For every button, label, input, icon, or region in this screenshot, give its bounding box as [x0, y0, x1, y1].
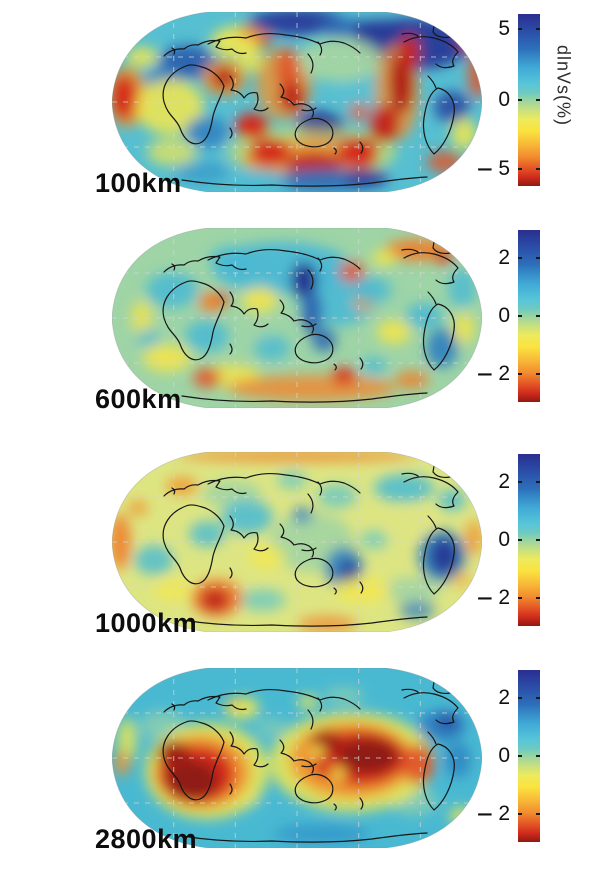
world-map-2800km: [112, 668, 482, 848]
colorbar-gradient: [518, 230, 540, 402]
colorbar-tick-mark: [518, 315, 522, 317]
colorbar-title: dlnVs(%): [553, 45, 574, 127]
colorbar-tick-mark: [536, 257, 540, 260]
colorbar-tick-mark: [536, 99, 540, 101]
colorbar-tick-mark: [518, 481, 522, 484]
colorbar-tick-mark: [518, 372, 522, 375]
colorbar-ticks-2800km: 2 0 –2: [430, 670, 510, 842]
colorbar-tick-label: 2: [498, 686, 510, 710]
depth-label-600km: 600km: [95, 384, 182, 414]
world-map-100km: [112, 12, 482, 192]
colorbar-tick-label: 2: [498, 246, 510, 270]
colorbar-tick-mark: [536, 755, 540, 757]
depth-label-100km: 100km: [95, 168, 182, 198]
colorbar-tick-label: 0: [498, 528, 510, 551]
colorbar-gradient: [518, 670, 540, 842]
colorbar-tick-label: –5: [476, 156, 510, 180]
colorbar-tick-label: –2: [476, 585, 510, 609]
graticule: [112, 452, 482, 632]
colorbar-tick-label: –2: [476, 361, 510, 385]
colorbar-tick-mark: [518, 755, 522, 757]
colorbar-tick-mark: [518, 28, 522, 31]
graticule: [112, 228, 482, 408]
colorbar-1000km: [518, 454, 540, 626]
coastlines: [162, 23, 459, 187]
colorbar-gradient: [518, 14, 540, 186]
colorbar-tick-label: 2: [498, 470, 510, 494]
colorbar-2800km: [518, 670, 540, 842]
colorbar-tick-mark: [518, 167, 522, 170]
colorbar-tick-mark: [518, 697, 522, 700]
colorbar-gradient: [518, 454, 540, 626]
colorbar-tick-mark: [518, 99, 522, 101]
world-map-1000km: [112, 452, 482, 632]
colorbar-tick-mark: [536, 315, 540, 317]
graticule: [112, 12, 482, 192]
coastlines: [162, 463, 459, 627]
colorbar-tick-label: 0: [498, 744, 510, 767]
colorbar-ticks-100km: 5 0 –5: [430, 14, 510, 186]
colorbar-tick-mark: [518, 539, 522, 541]
colorbar-tick-mark: [536, 167, 540, 170]
colorbar-tick-mark: [518, 812, 522, 815]
colorbar-tick-mark: [536, 697, 540, 700]
colorbar-tick-label: 0: [498, 88, 510, 111]
colorbar-tick-label: 0: [498, 304, 510, 327]
colorbar-tick-label: 5: [498, 17, 510, 41]
colorbar-tick-mark: [536, 372, 540, 375]
depth-label-2800km: 2800km: [95, 824, 198, 854]
colorbar-tick-mark: [518, 596, 522, 599]
colorbar-tick-mark: [536, 28, 540, 31]
world-map-600km: [112, 228, 482, 408]
colorbar-ticks-1000km: 2 0 –2: [430, 454, 510, 626]
colorbar-600km: [518, 230, 540, 402]
colorbar-tick-mark: [536, 539, 540, 541]
colorbar-tick-label: –2: [476, 801, 510, 825]
coastlines: [162, 679, 459, 843]
colorbar-tick-mark: [536, 812, 540, 815]
graticule: [112, 668, 482, 848]
colorbar-tick-mark: [536, 596, 540, 599]
colorbar-100km: [518, 14, 540, 186]
colorbar-tick-mark: [536, 481, 540, 484]
colorbar-ticks-600km: 2 0 –2: [430, 230, 510, 402]
depth-label-1000km: 1000km: [95, 608, 198, 638]
colorbar-tick-mark: [518, 257, 522, 260]
coastlines: [162, 239, 459, 403]
